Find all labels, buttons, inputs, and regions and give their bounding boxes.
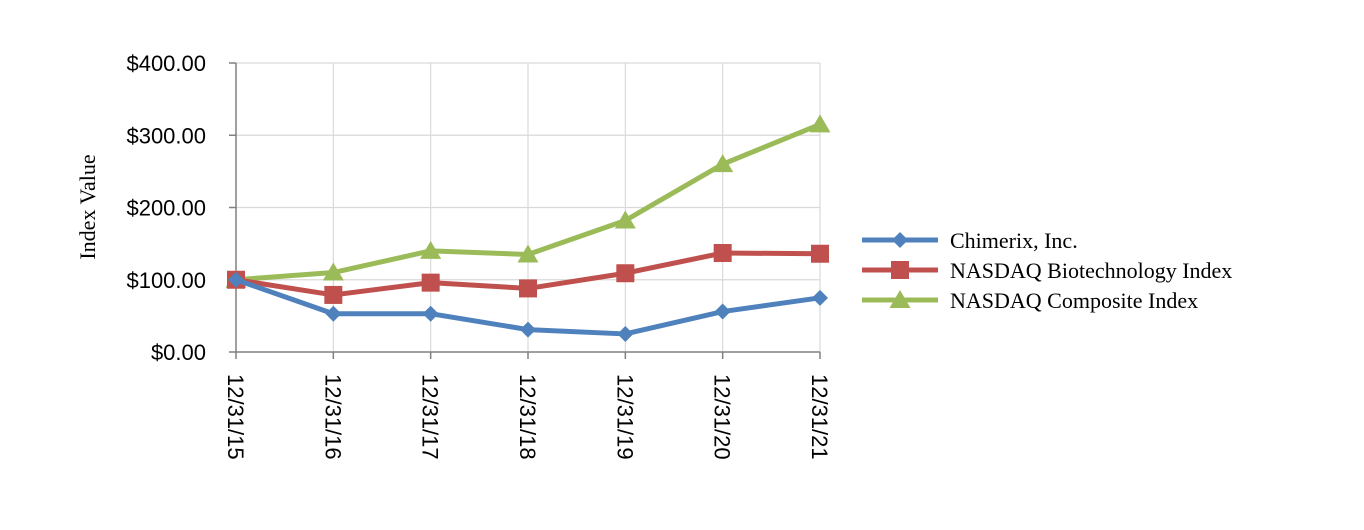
data-point-diamond [422,305,439,322]
y-tick-label: $0.00 [151,340,206,365]
legend-item: NASDAQ Biotechnology Index [862,258,1232,283]
data-point-triangle [614,210,636,229]
legend-label: Chimerix, Inc. [950,228,1078,253]
data-point-triangle [322,262,344,281]
y-tick-label: $300.00 [126,123,206,148]
x-tick-label: 12/31/19 [612,374,637,460]
data-point-triangle [517,244,539,263]
legend-label: NASDAQ Composite Index [950,288,1198,313]
data-point-square [811,244,829,263]
data-point-triangle [889,290,911,308]
series-chimerix-inc- [228,271,828,342]
y-axis-label: Index Value [75,154,100,259]
data-point-diamond [520,321,536,338]
y-axis-ticks: $0.00 $100.00 $200.00 $300.00 $400.00 [126,51,236,365]
series-nasdaq-composite-index [225,114,831,288]
legend: Chimerix, Inc. NASDAQ Biotechnology Index… [862,228,1232,313]
data-point-diamond [714,303,731,320]
data-point-diamond [228,271,244,288]
x-tick-label: 12/31/21 [807,374,832,460]
data-point-triangle [809,114,831,133]
legend-label: NASDAQ Biotechnology Index [950,258,1232,283]
data-point-diamond [325,305,342,322]
x-tick-label: 12/31/20 [710,374,735,460]
x-tick-label: 12/31/15 [223,374,248,460]
data-point-square [891,261,909,279]
data-point-diamond [892,232,908,248]
data-point-square [713,244,732,263]
data-point-square [324,285,343,304]
series-nasdaq-biotechnology-index [227,244,829,304]
legend-item: Chimerix, Inc. [862,228,1078,253]
x-tick-label: 12/31/17 [418,374,443,460]
data-point-triangle [712,154,734,173]
x-tick-label: 12/31/16 [320,374,345,460]
data-point-diamond [812,289,828,306]
x-axis-ticks: 12/31/15 12/31/16 12/31/17 12/31/18 12/31/19… [223,352,832,460]
y-tick-label: $400.00 [126,51,206,76]
data-point-triangle [420,240,442,259]
y-tick-label: $100.00 [126,268,206,293]
data-point-diamond [617,325,634,342]
data-point-square [519,279,537,298]
x-tick-label: 12/31/18 [515,374,540,460]
data-point-square [616,264,635,283]
y-tick-label: $200.00 [126,196,206,221]
series-group [225,114,831,342]
data-point-square [421,273,440,292]
legend-item: NASDAQ Composite Index [862,288,1198,313]
